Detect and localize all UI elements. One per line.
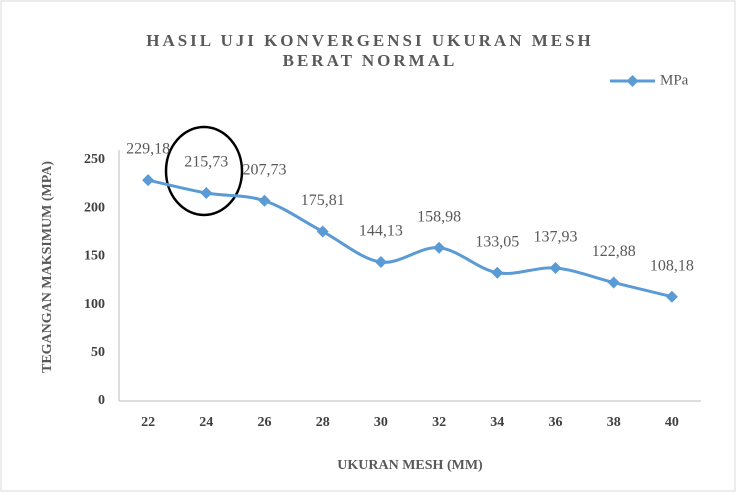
legend-label: MPa [660, 72, 689, 88]
highlight-ellipse [164, 125, 244, 217]
x-tick-label: 32 [432, 415, 446, 430]
x-tick-label: 34 [490, 415, 504, 430]
y-axis-label: TEGANGAN MAKSIMUM (MPA) [40, 161, 55, 373]
marker [142, 174, 155, 187]
y-tick-label: 100 [84, 297, 105, 312]
data-label: 133,05 [475, 233, 519, 250]
y-tick-label: 150 [84, 249, 105, 264]
x-axis-label: UKURAN MESH (MM) [337, 458, 483, 473]
x-tick-label: 22 [141, 415, 155, 430]
marker [200, 187, 213, 200]
y-tick-label: 50 [91, 345, 105, 360]
x-tick-label: 26 [258, 415, 272, 430]
data-label: 229,18 [126, 141, 170, 158]
y-tick-label: 250 [84, 152, 105, 167]
data-label: 175,81 [301, 192, 345, 209]
data-label: 137,93 [534, 229, 578, 246]
y-tick-label: 200 [84, 200, 105, 215]
data-label: 207,73 [243, 161, 287, 178]
chart-title: HASIL UJI KONVERGENSI UKURAN MESH [146, 31, 594, 50]
series-line [147, 178, 673, 299]
x-tick-label: 36 [549, 415, 563, 430]
x-tick-label: 38 [607, 415, 621, 430]
marker [374, 256, 387, 269]
marker [316, 225, 329, 238]
marker [258, 194, 271, 207]
y-tick-label: 0 [98, 393, 105, 408]
chart-title: BERAT NORMAL [283, 51, 458, 70]
marker [433, 241, 446, 254]
data-label: 158,98 [417, 208, 461, 225]
x-tick-label: 24 [199, 415, 213, 430]
marker [665, 290, 678, 303]
x-tick-label: 40 [665, 415, 679, 430]
data-label: 122,88 [592, 243, 636, 260]
x-tick-label: 28 [316, 415, 330, 430]
marker [491, 266, 504, 279]
data-label: 215,73 [184, 154, 228, 171]
marker [549, 262, 562, 275]
data-label: 144,13 [359, 223, 403, 240]
marker [607, 276, 620, 289]
legend-marker [626, 75, 639, 87]
data-label: 108,18 [650, 257, 694, 274]
x-tick-label: 30 [374, 415, 388, 430]
